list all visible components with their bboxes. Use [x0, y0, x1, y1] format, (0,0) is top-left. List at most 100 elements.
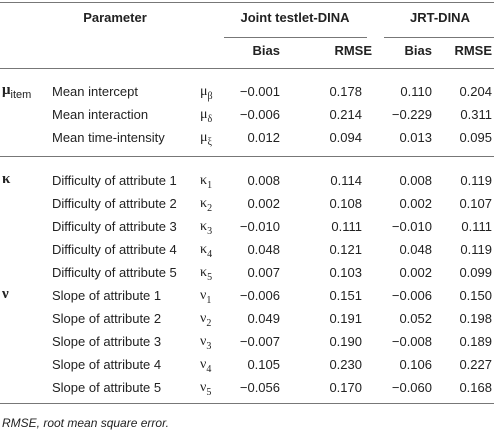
cell-value: 0.105 — [247, 357, 280, 372]
cell-value: 0.189 — [459, 334, 492, 349]
symbol-subscript: 4 — [207, 248, 213, 260]
cell-value: 0.119 — [460, 242, 492, 257]
parameter-name: Difficulty of attribute 2 — [52, 196, 177, 211]
cell-value: −0.010 — [239, 219, 280, 234]
cell-value: 0.103 — [329, 265, 362, 280]
header-rule — [0, 68, 494, 69]
cell-value: 0.002 — [247, 196, 280, 211]
cell-value: 0.198 — [459, 311, 492, 326]
cell-value: 0.013 — [399, 130, 432, 145]
cell-value: 0.008 — [247, 173, 280, 188]
parameter-name: Slope of attribute 1 — [52, 288, 162, 303]
symbol-base: ν — [200, 380, 207, 395]
parameter-name: Difficulty of attribute 1 — [52, 173, 177, 188]
cell-value: −0.007 — [239, 334, 280, 349]
symbol-base: ν — [200, 311, 207, 326]
parameter-name: Mean intercept — [52, 84, 138, 99]
group-symbol: ν — [2, 285, 9, 303]
parameter-symbol: ν2 — [200, 310, 212, 329]
symbol-base: μ — [2, 82, 11, 98]
cell-value: −0.006 — [239, 107, 280, 122]
symbol-base: ν — [2, 286, 9, 302]
symbol-subscript: δ — [207, 113, 213, 125]
column-header: RMSE — [334, 43, 372, 58]
parameter-symbol: κ1 — [200, 172, 213, 191]
cell-value: 0.204 — [459, 84, 492, 99]
symbol-subscript: 5 — [206, 386, 212, 398]
cell-value: 0.094 — [329, 130, 362, 145]
symbol-base: κ — [2, 171, 11, 187]
symbol-subscript: 1 — [206, 294, 212, 306]
bottom-rule — [0, 403, 494, 404]
symbol-subscript: 2 — [207, 202, 213, 214]
parameter-symbol: ν1 — [200, 287, 212, 306]
parameter-name: Difficulty of attribute 4 — [52, 242, 177, 257]
symbol-subscript: 3 — [206, 340, 212, 352]
symbol-subscript: 2 — [206, 317, 212, 329]
column-header: Bias — [252, 43, 280, 58]
parameter-name: Mean interaction — [52, 107, 149, 122]
parameter-name: Slope of attribute 2 — [52, 311, 162, 326]
column-header: Bias — [404, 43, 432, 58]
group-header: JRT-DINA — [410, 10, 470, 25]
parameter-symbol: ν4 — [200, 356, 212, 375]
cell-value: 0.002 — [399, 196, 432, 211]
cell-value: 0.151 — [329, 288, 362, 303]
cell-value: 0.227 — [459, 357, 492, 372]
symbol-subscript: ξ — [207, 136, 212, 148]
parameter-name: Difficulty of attribute 3 — [52, 219, 177, 234]
cell-value: 0.168 — [459, 380, 492, 395]
cell-value: 0.106 — [399, 357, 432, 372]
symbol-base: ν — [200, 334, 207, 349]
parameter-name: Slope of attribute 4 — [52, 357, 162, 372]
cell-value: 0.012 — [247, 130, 280, 145]
cell-value: 0.099 — [459, 265, 492, 280]
parameter-symbol: μξ — [200, 129, 212, 148]
symbol-subscript: 5 — [207, 271, 213, 283]
group-header: Joint testlet-DINA — [240, 10, 350, 25]
symbol-base: ν — [200, 357, 207, 372]
cell-value: −0.001 — [239, 84, 280, 99]
header-parameter: Parameter — [83, 10, 147, 25]
parameter-name: Slope of attribute 5 — [52, 380, 162, 395]
cell-value: 0.111 — [461, 219, 492, 234]
symbol-base: μ — [200, 130, 208, 145]
section-rule — [0, 156, 494, 157]
symbol-subscript: 1 — [207, 179, 213, 191]
symbol-base: κ — [200, 196, 208, 211]
cell-value: 0.191 — [329, 311, 362, 326]
cell-value: 0.110 — [400, 84, 432, 99]
parameter-symbol: μβ — [200, 83, 213, 102]
group-rule — [384, 37, 494, 38]
footnote: RMSE, root mean square error. — [2, 416, 169, 430]
symbol-base: μ — [200, 107, 208, 122]
cell-value: −0.229 — [391, 107, 432, 122]
cell-value: 0.049 — [247, 311, 280, 326]
parameter-name: Difficulty of attribute 5 — [52, 265, 177, 280]
symbol-base: κ — [200, 265, 208, 280]
parameter-symbol: κ3 — [200, 218, 212, 237]
cell-value: 0.230 — [329, 357, 362, 372]
cell-value: 0.008 — [399, 173, 432, 188]
cell-value: −0.008 — [391, 334, 432, 349]
column-header: RMSE — [454, 43, 492, 58]
cell-value: 0.052 — [399, 311, 432, 326]
symbol-subscript: item — [10, 89, 32, 101]
cell-value: 0.150 — [459, 288, 492, 303]
cell-value: −0.056 — [239, 380, 280, 395]
cell-value: −0.006 — [391, 288, 432, 303]
parameter-symbol: ν3 — [200, 333, 212, 352]
group-symbol: μitem — [2, 81, 32, 101]
cell-value: 0.114 — [330, 173, 362, 188]
parameter-symbol: ν5 — [200, 379, 212, 398]
symbol-base: κ — [200, 219, 208, 234]
cell-value: 0.107 — [459, 196, 492, 211]
cell-value: 0.095 — [459, 130, 492, 145]
cell-value: 0.121 — [329, 242, 362, 257]
symbol-subscript: 4 — [206, 363, 212, 375]
cell-value: 0.119 — [460, 173, 492, 188]
cell-value: 0.170 — [329, 380, 362, 395]
parameter-symbol: μδ — [200, 106, 213, 125]
group-symbol: κ — [2, 170, 10, 188]
cell-value: −0.006 — [239, 288, 280, 303]
